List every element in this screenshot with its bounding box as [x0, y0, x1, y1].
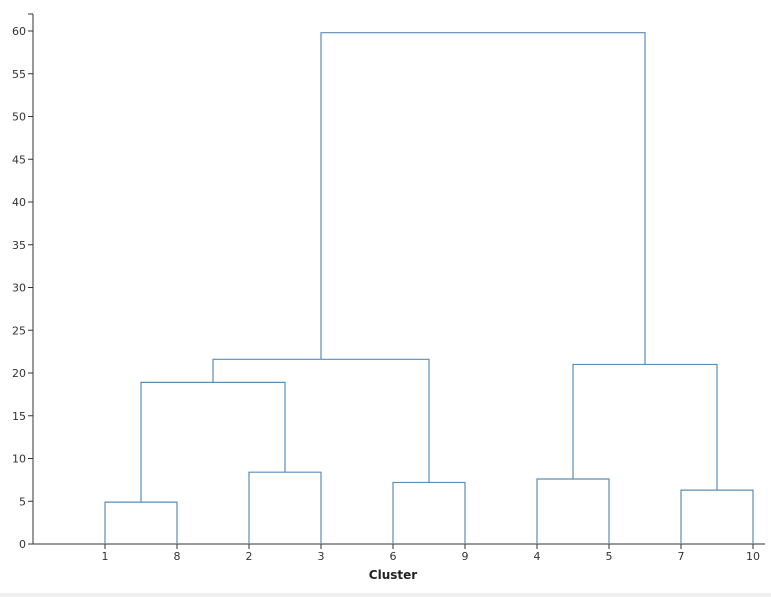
y-tick-label: 20	[12, 367, 26, 380]
dendrogram-link	[248, 471, 322, 544]
y-tick-label: 15	[12, 410, 26, 423]
y-tick-label: 5	[19, 495, 26, 508]
leaf-label: 3	[318, 550, 325, 563]
leaf-label: 7	[678, 550, 685, 563]
leaf-label: 9	[462, 550, 469, 563]
dendrogram-link	[104, 501, 178, 544]
y-tick-label: 35	[12, 239, 26, 252]
dendrogram-link	[572, 363, 718, 491]
y-tick-label: 0	[19, 538, 26, 551]
leaf-label: 6	[390, 550, 397, 563]
dendrogram-link	[140, 381, 286, 503]
dendrogram-link	[392, 481, 466, 544]
dendrogram-link	[536, 478, 610, 544]
y-tick-label: 45	[12, 153, 26, 166]
y-tick-label: 30	[12, 282, 26, 295]
leaf-label: 10	[746, 550, 760, 563]
dendrogram-link	[212, 358, 430, 483]
leaf-label: 4	[534, 550, 541, 563]
dendrogram-link	[320, 32, 646, 365]
dendrogram-links	[104, 32, 754, 544]
leaf-label: 2	[246, 550, 253, 563]
leaf-label: 1	[102, 550, 109, 563]
bottom-border	[0, 593, 771, 597]
y-tick-label: 40	[12, 196, 26, 209]
leaf-label: 5	[606, 550, 613, 563]
y-tick-label: 60	[12, 25, 26, 38]
y-tick-label: 25	[12, 324, 26, 337]
leaf-label: 8	[174, 550, 181, 563]
x-axis-label: Cluster	[369, 568, 417, 582]
dendrogram-link	[680, 489, 754, 544]
y-tick-label: 10	[12, 453, 26, 466]
y-tick-label: 50	[12, 111, 26, 124]
y-tick-label: 55	[12, 68, 26, 81]
